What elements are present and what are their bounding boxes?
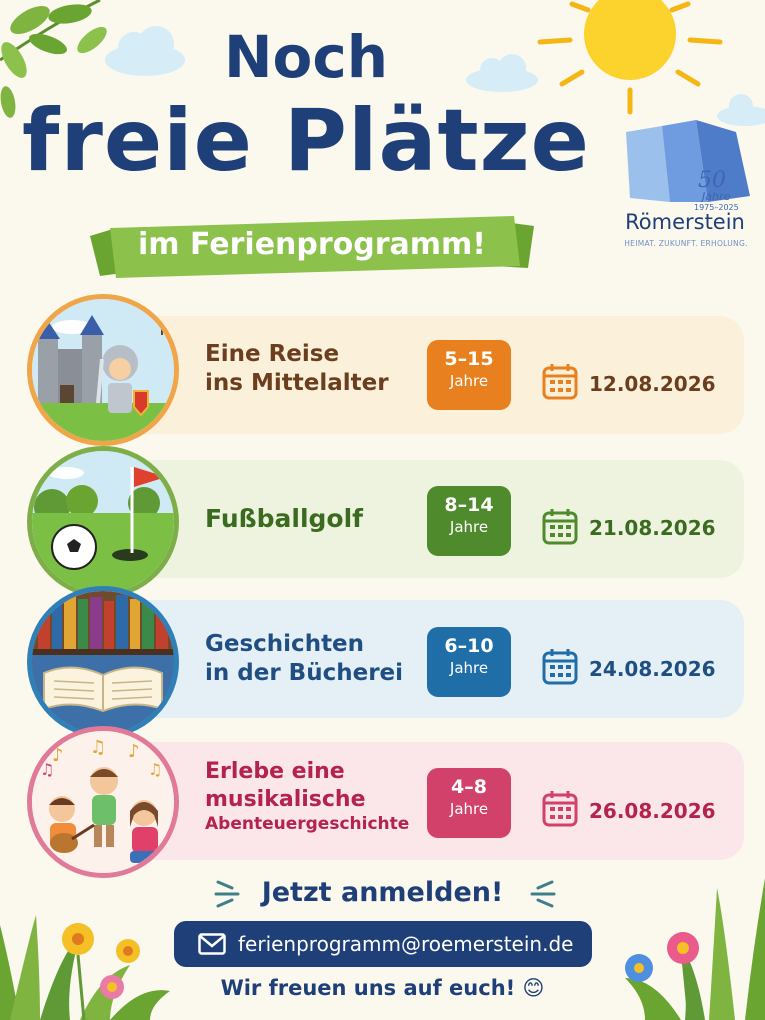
sparkle-left-icon <box>214 880 240 908</box>
event-title-line: Geschichten <box>205 631 365 657</box>
event-image-football-golf <box>27 446 179 598</box>
event-title-line: Erlebe eine <box>205 759 345 784</box>
event-title: Geschichten in der Bücherei <box>205 630 415 689</box>
event-title-line: in der Bücherei <box>205 660 404 687</box>
logo-mark <box>626 120 750 202</box>
calendar-icon <box>542 509 578 545</box>
age-range: 5–15 <box>444 348 494 370</box>
roemerstein-logo: 50 Jahre 1975–2025 Römerstein HEIMAT. ZU… <box>616 118 756 258</box>
age-badge: 6–10 Jahre <box>427 627 511 697</box>
event-title: Erlebe eine musikalische Abenteuergeschi… <box>205 758 430 836</box>
event-title-line: Eine Reise <box>205 341 340 367</box>
svg-text:♫: ♫ <box>40 760 54 779</box>
logo-tagline: HEIMAT. ZUKUNFT. ERHOLUNG. <box>624 239 748 248</box>
age-range: 8–14 <box>444 494 494 516</box>
sun-icon <box>537 0 723 115</box>
logo-years: 1975–2025 <box>694 203 739 212</box>
event-title-line: Fußballgolf <box>205 504 364 533</box>
event-title-line: ins Mittelalter <box>205 370 389 397</box>
cloud-icon <box>105 26 185 76</box>
event-date: 12.08.2026 <box>589 372 716 396</box>
event-image-open-book-library <box>27 586 179 738</box>
age-unit: Jahre <box>449 372 489 390</box>
event-date: 24.08.2026 <box>589 657 716 681</box>
logo-name: Römerstein <box>625 210 745 234</box>
subtitle-ribbon: im Ferienprogramm! <box>90 208 534 282</box>
age-unit: Jahre <box>449 800 489 818</box>
svg-text:♫: ♫ <box>90 737 106 758</box>
cloud-icon <box>466 54 538 92</box>
event-title-line: musikalische <box>205 787 366 813</box>
age-badge: 8–14 Jahre <box>427 486 511 556</box>
age-range: 6–10 <box>444 635 494 657</box>
event-image-children-music: ♪ ♫ ♪ ♫ ♫ <box>27 726 179 878</box>
svg-text:♫: ♫ <box>148 760 162 779</box>
age-badge: 4–8 Jahre <box>427 768 511 838</box>
cta-text: Jetzt anmelden! <box>261 877 504 908</box>
event-title: Eine Reise ins Mittelalter <box>205 340 415 399</box>
subtitle: im Ferienprogramm! <box>138 227 486 262</box>
event-date: 26.08.2026 <box>589 799 716 823</box>
event-image-knight-castle <box>27 294 179 446</box>
leaves-decoration <box>0 0 107 118</box>
email-button[interactable]: ferienprogramm@roemerstein.de <box>174 921 592 967</box>
age-range: 4–8 <box>451 776 487 798</box>
calendar-icon <box>542 649 578 685</box>
calendar-icon <box>542 791 578 827</box>
svg-text:♪: ♪ <box>128 741 140 762</box>
age-unit: Jahre <box>449 518 489 536</box>
flowers-right-decoration <box>625 878 765 1020</box>
calendar-icon <box>542 364 578 400</box>
event-title: Fußballgolf <box>205 503 415 535</box>
envelope-icon <box>198 933 226 955</box>
event-date: 21.08.2026 <box>589 516 716 540</box>
svg-text:♪: ♪ <box>52 745 64 766</box>
title-line-1: Noch <box>223 23 389 91</box>
age-badge: 5–15 Jahre <box>427 340 511 410</box>
closing-text: Wir freuen uns auf euch! 😊 <box>220 976 545 1000</box>
flowers-left-decoration <box>0 915 170 1020</box>
event-title-line: Abenteuergeschichte <box>205 814 410 835</box>
cloud-icon <box>717 94 765 126</box>
sparkle-right-icon <box>530 880 556 908</box>
logo-anniversary-number: 50 <box>698 168 726 193</box>
logo-anniversary-word: Jahre <box>702 190 731 203</box>
title-line-2: freie Plätze <box>22 91 590 191</box>
email-address[interactable]: ferienprogramm@roemerstein.de <box>238 932 574 956</box>
age-unit: Jahre <box>449 659 489 677</box>
